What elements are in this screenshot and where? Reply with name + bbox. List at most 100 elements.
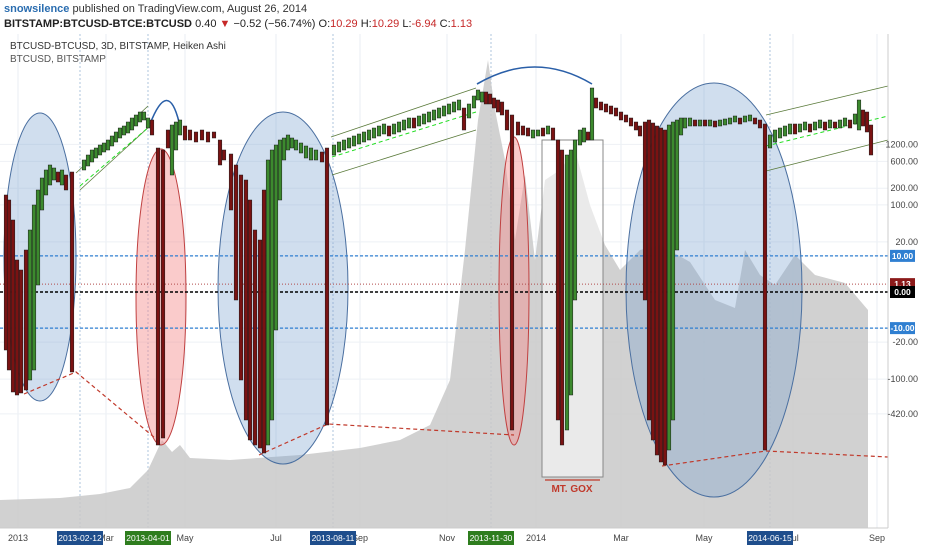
ha-candle (89, 149, 95, 163)
ha-candle (109, 135, 115, 147)
price-tag-label: 1.13 (894, 279, 911, 289)
ha-candle (47, 164, 53, 186)
ha-candle (121, 125, 127, 136)
price-tag-label: 0.00 (894, 287, 911, 297)
ha-candle (572, 139, 578, 301)
ha-candle (261, 189, 267, 454)
ha-candle (293, 139, 299, 151)
ha-candle (752, 117, 758, 125)
ha-candle (461, 107, 467, 131)
ha-candle (842, 117, 848, 127)
ha-candle (802, 121, 808, 131)
ha-candle (559, 149, 565, 446)
ha-candle (515, 121, 521, 136)
symbol-name[interactable]: BITSTAMP:BTCUSD-BTCE:BTCUSD (4, 18, 192, 30)
author-link[interactable]: snowsilence (4, 3, 70, 15)
ha-candle (837, 119, 843, 129)
ha-candle (416, 115, 422, 127)
ha-candle (598, 101, 604, 111)
price-tag (890, 322, 915, 335)
ha-candle (331, 144, 337, 156)
ha-candle (113, 131, 119, 143)
ha-candle (589, 87, 595, 141)
ha-candle (371, 127, 377, 139)
ha-candle (308, 147, 314, 161)
ha-candle (772, 129, 778, 143)
price-chart[interactable]: 1200.00 600.00 200.00 100.00 20.00 -20.00 -100… (0, 34, 932, 550)
date-marker (468, 531, 514, 545)
date-marker-label: 2013-11-30 (470, 533, 513, 543)
ha-candle (499, 101, 505, 116)
ha-candle (351, 135, 357, 147)
ha-candle (233, 164, 239, 301)
ha-candle (852, 113, 858, 125)
ha-candle (702, 119, 708, 127)
ha-candle (177, 119, 183, 136)
ha-candle (722, 118, 728, 126)
ha-candle (479, 91, 485, 103)
ha-candle (23, 249, 29, 391)
ha-candle (697, 119, 703, 127)
ha-candle (406, 117, 412, 129)
x-tick-label: Mar (98, 533, 114, 543)
ha-candle (265, 159, 271, 446)
ha-candle (737, 117, 743, 125)
red-dashed-trendlines (23, 371, 889, 467)
y-tick-label: 100.00 (890, 200, 918, 210)
ha-candle (129, 117, 135, 131)
ha-candle (31, 204, 37, 371)
y-tick-label: -100.00 (887, 374, 918, 384)
ha-candle (6, 199, 12, 371)
ha-candle (654, 125, 660, 456)
ha-candle (431, 109, 437, 121)
y-tick-label: -20.00 (892, 337, 918, 347)
ha-candle (117, 127, 123, 139)
ha-candle (441, 105, 447, 117)
publisher-line: snowsilence published on TradingView.com… (4, 3, 307, 15)
ha-candle (97, 144, 103, 156)
ha-candle (717, 119, 723, 127)
ha-candle (545, 125, 551, 135)
x-tick-label: Sep (869, 533, 885, 543)
ha-candle (211, 131, 217, 139)
ha-candle (860, 109, 866, 127)
open-value: 10.29 (330, 18, 358, 30)
ha-candle (646, 119, 652, 421)
ha-candle (530, 129, 536, 139)
ha-candle (762, 123, 768, 451)
ha-candle (550, 127, 556, 141)
ha-candle (39, 177, 45, 211)
close-label: C: (439, 18, 451, 30)
ha-candle (69, 171, 75, 373)
price-tag (890, 249, 915, 262)
price-axis[interactable]: 1200.00 600.00 200.00 100.00 20.00 -20.00 -100… (885, 34, 918, 528)
ha-candle (273, 144, 279, 331)
ha-candle (303, 145, 309, 159)
time-axis[interactable]: 2013MarMayJulSepNov2014MarMayJulSep2013-… (0, 527, 888, 545)
chart-title: BTCUSD-BTCUSD, 3D, BITSTAMP, Heiken Ashi (10, 41, 226, 52)
ha-candle (81, 159, 87, 171)
ha-candle (670, 121, 676, 421)
ha-candle (642, 121, 648, 301)
ha-candle (787, 123, 793, 135)
ha-candle (603, 103, 609, 113)
ha-candle (613, 107, 619, 117)
ha-candle (856, 99, 862, 131)
ha-candle (346, 137, 352, 149)
ha-candle (221, 149, 227, 161)
ha-candle (217, 139, 223, 166)
ha-candle (483, 91, 489, 105)
ha-candle (732, 115, 738, 123)
ha-candle (633, 121, 639, 131)
published-text: published on TradingView.com, August 26,… (72, 3, 308, 15)
ha-candle (637, 125, 643, 137)
ha-candle (782, 125, 788, 137)
ha-candle (692, 119, 698, 127)
ha-candle (336, 141, 342, 153)
ha-candle (324, 147, 330, 426)
down-arrow-icon: ▼ (219, 18, 231, 30)
ha-candle (678, 117, 684, 136)
ha-candle (281, 137, 287, 161)
x-tick-label: 2013 (8, 533, 28, 543)
ha-candle (421, 113, 427, 125)
